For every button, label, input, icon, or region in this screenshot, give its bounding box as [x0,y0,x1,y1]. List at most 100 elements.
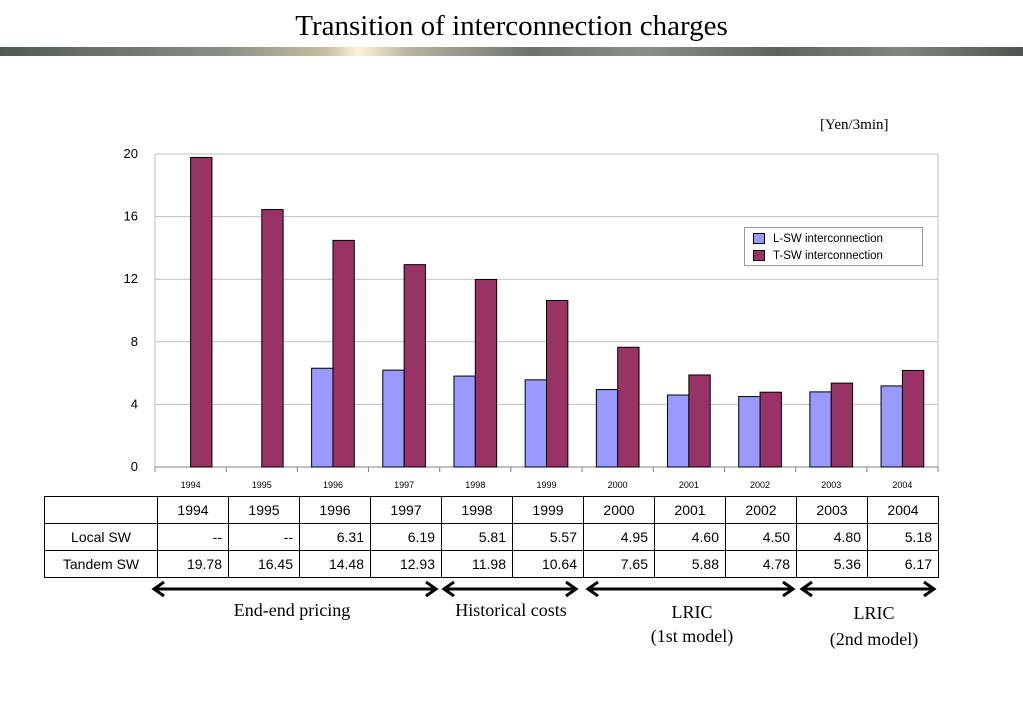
x-tick-label: 1994 [181,480,201,490]
table-value-cell: 10.64 [512,550,584,578]
period-end-end-pricing: End-end pricing [152,600,432,621]
table-value-cell: 16.45 [228,550,300,578]
period-historical-costs: Historical costs [440,600,582,621]
x-tick-label: 1995 [252,480,272,490]
table-year-header: 1998 [441,496,513,524]
period-label: End-end pricing [233,600,351,620]
table-value-cell: 19.78 [157,550,229,578]
y-tick-label: 12 [124,271,138,286]
table-value-cell: 11.98 [441,550,513,578]
table-value-cell: 4.95 [583,523,655,551]
chart-legend: L-SW interconnection T-SW interconnectio… [744,227,923,266]
table-value-cell: -- [157,523,229,551]
table-header-row: 1994 1995 1996 1997 1998 1999 2000 2001 2002 2003… [44,496,939,524]
data-table: 1994 1995 1996 1997 1998 1999 2000 2001 2002 2003… [44,496,939,578]
x-tick-label: 2002 [750,480,770,490]
table-row: Tandem SW 19.78 16.45 14.48 12.93 11.98 10.64 7… [44,550,939,578]
table-year-header: 2004 [867,496,939,524]
legend-label-lsw: L-SW interconnection [773,233,883,245]
table-value-cell: 5.36 [796,550,868,578]
bar-lsw-2000 [595,389,619,468]
table-year-header: 1997 [370,496,442,524]
table-value-cell: 5.18 [867,523,939,551]
period-label: LRIC [853,603,895,623]
period-arrow-head-right [565,580,579,598]
table-corner-cell [44,496,158,524]
table-row: Local SW -- -- 6.31 6.19 5.81 5.57 4.95 4.60 4.50… [44,523,939,551]
table-year-header: 1995 [228,496,300,524]
table-row-label: Local SW [44,523,158,551]
table-value-cell: 7.65 [583,550,655,578]
bar-tsw-2003 [830,382,854,468]
x-tick-label: 2001 [679,480,699,490]
table-value-cell: 4.78 [725,550,797,578]
bar-tsw-1997 [403,264,426,468]
table-value-cell: 6.31 [299,523,371,551]
period-label: Historical costs [455,600,567,620]
period-arrow-head-left [151,580,165,598]
period-arrow-head-right [425,580,439,598]
x-tick-label: 2000 [608,480,628,490]
table-year-header: 1994 [157,496,229,524]
bar-lsw-2002 [738,396,761,468]
bar-tsw-1998 [474,279,498,468]
bar-lsw-1999 [524,379,547,468]
bar-tsw-2000 [617,346,640,468]
table-value-cell: 6.17 [867,550,939,578]
bar-lsw-1996 [311,367,334,468]
period-arrow-head-left [799,580,813,598]
bar-tsw-1999 [546,299,569,468]
period-arrow-head-right [782,580,796,598]
period-label: LRIC [671,602,713,622]
y-tick-label: 0 [131,459,138,474]
table-row-label: Tandem SW [44,550,158,578]
bar-tsw-2004 [901,369,925,468]
bar-lsw-1997 [382,369,405,468]
table-year-header: 2001 [654,496,726,524]
y-tick-label: 16 [124,209,138,224]
period-arrow-head-right [923,580,937,598]
y-tick-label: 8 [131,334,138,349]
legend-swatch-tsw [753,250,765,262]
table-value-cell: 4.60 [654,523,726,551]
bar-lsw-2003 [809,391,832,468]
legend-swatch-lsw [753,233,765,245]
table-year-header: 2000 [583,496,655,524]
bar-lsw-1998 [453,375,476,468]
table-value-cell: 5.88 [654,550,726,578]
bar-lsw-2001 [667,394,690,468]
table-value-cell: 6.19 [370,523,442,551]
x-tick-label: 2003 [821,480,841,490]
x-tick-label: 1996 [323,480,343,490]
decorative-header-band [0,47,1023,56]
unit-label: [Yen/3min] [820,117,889,133]
period-sublabel: (2nd model) [829,629,919,649]
page-title: Transition of interconnection charges [295,10,728,42]
y-tick-label: 4 [131,396,138,411]
x-tick-label: 1997 [394,480,414,490]
period-arrow-head-left [441,580,455,598]
table-value-cell: 5.81 [441,523,513,551]
y-tick-label: 20 [124,146,138,161]
table-value-cell: 4.50 [725,523,797,551]
period-lric-1st: LRIC (1st model) [586,600,798,648]
legend-item-lsw: L-SW interconnection [753,232,883,246]
table-year-header: 2002 [725,496,797,524]
bar-tsw-1995 [261,209,284,468]
bar-lsw-2004 [880,385,903,468]
table-value-cell: 14.48 [299,550,371,578]
period-lric-2nd: LRIC (2nd model) [796,600,952,652]
legend-label-tsw: T-SW interconnection [773,250,883,262]
table-value-cell: 5.57 [512,523,584,551]
table-year-header: 2003 [796,496,868,524]
table-value-cell: 12.93 [370,550,442,578]
table-year-header: 1996 [299,496,371,524]
bar-tsw-1996 [332,239,355,468]
bar-tsw-2002 [759,391,782,468]
table-value-cell: -- [228,523,300,551]
period-arrow-head-left [585,580,599,598]
period-sublabel: (1st model) [650,626,734,646]
bar-tsw-1994 [190,156,213,468]
table-value-cell: 4.80 [796,523,868,551]
